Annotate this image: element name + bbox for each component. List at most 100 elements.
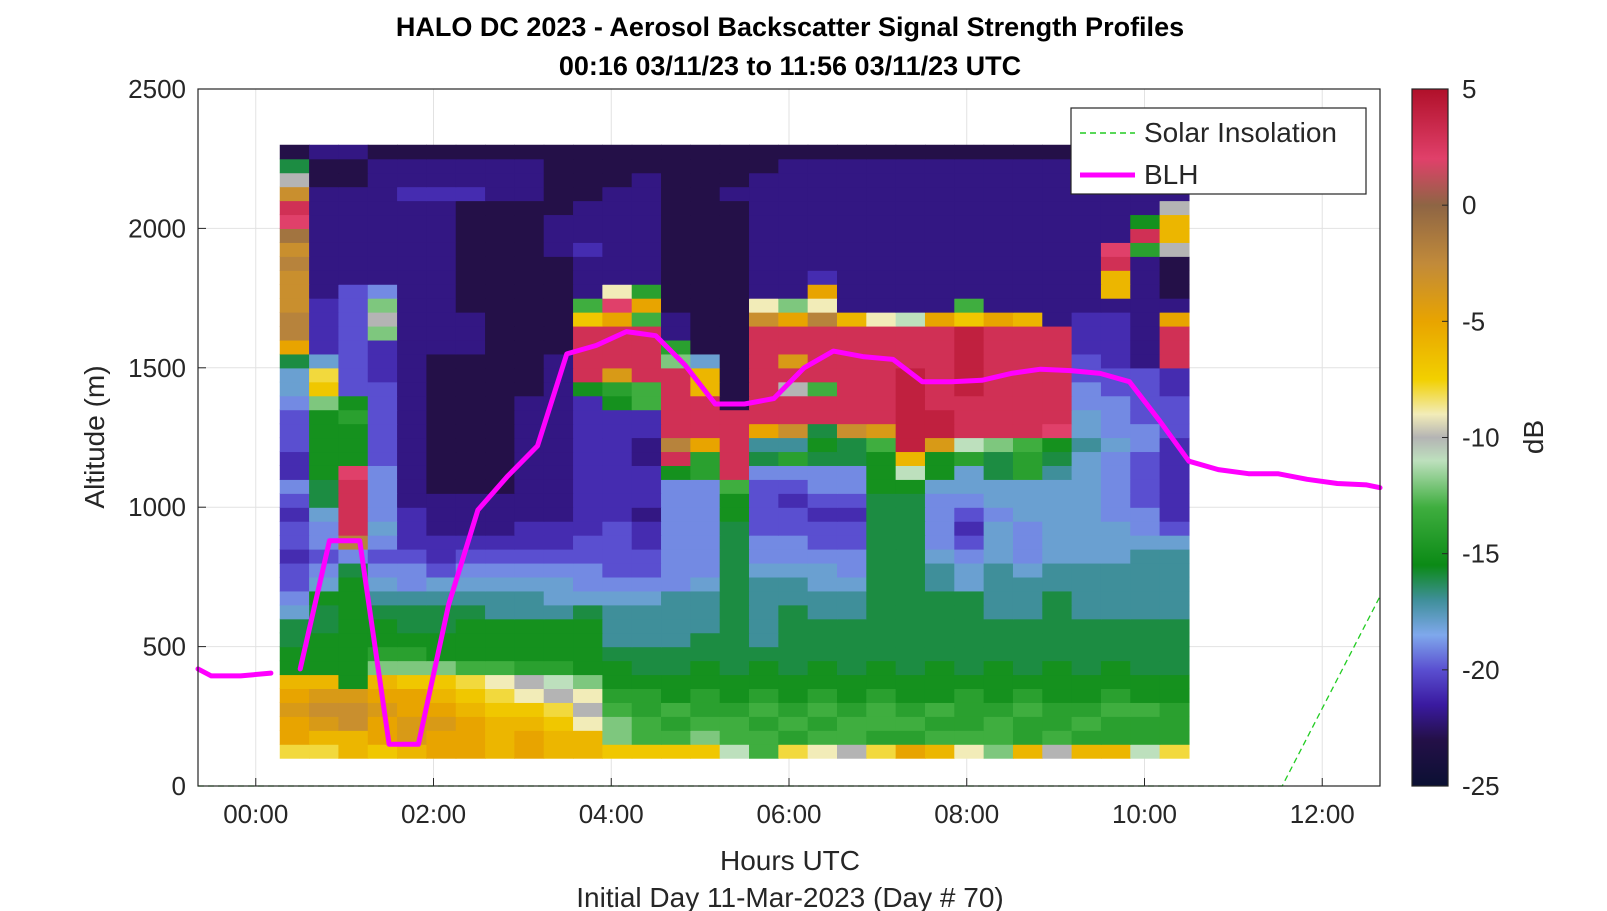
heatmap-cell [455, 409, 486, 425]
heatmap-cell [543, 660, 574, 676]
colorbar-ticks: 5 0 -5 -10 -15 -20 -25 [1442, 74, 1500, 801]
heatmap-cell [749, 423, 779, 439]
heatmap-cell [954, 381, 985, 397]
heatmap-cell [807, 312, 838, 327]
heatmap-cell [426, 158, 457, 174]
heatmap-cell [983, 256, 1014, 271]
heatmap-cell [749, 521, 779, 536]
heatmap-cell [309, 423, 340, 439]
heatmap-cell [573, 144, 603, 160]
heatmap-cell [690, 409, 721, 425]
heatmap-cell [749, 674, 779, 690]
heatmap-cell [1159, 618, 1190, 634]
heatmap-cell [895, 674, 926, 690]
heatmap-cell [983, 507, 1014, 522]
heatmap-cell [954, 493, 985, 508]
heatmap-cell [866, 395, 897, 411]
heatmap-cell [367, 270, 398, 285]
heatmap-cell [895, 702, 926, 717]
heatmap-cell [397, 228, 427, 243]
heatmap-cell [1100, 270, 1131, 285]
heatmap-cell [602, 618, 633, 634]
heatmap-cell [279, 270, 310, 285]
heatmap-cell [924, 688, 955, 703]
heatmap-cell [719, 172, 750, 188]
heatmap-cell [1071, 493, 1102, 508]
heatmap-cell [543, 451, 574, 466]
heatmap-cell [690, 590, 721, 606]
heatmap-cell [279, 256, 310, 271]
heatmap-cell [866, 409, 897, 425]
heatmap-cell [1071, 284, 1102, 299]
heatmap-cell [954, 214, 985, 229]
heatmap-cell [1130, 507, 1161, 522]
heatmap-cell [661, 214, 691, 229]
heatmap-cell [455, 535, 486, 550]
heatmap-cell [954, 660, 985, 676]
heatmap-cell [573, 562, 603, 578]
heatmap-cell [455, 256, 486, 271]
colorbar-tick-label: 0 [1462, 190, 1476, 220]
heatmap-cell [279, 451, 310, 466]
heatmap-cell [895, 172, 926, 188]
heatmap-cell [1071, 562, 1102, 578]
heatmap-cell [1100, 339, 1131, 355]
heatmap-cell [749, 214, 779, 229]
heatmap-cell [367, 144, 398, 160]
heatmap-cell [573, 367, 603, 383]
heatmap-cell [895, 716, 926, 731]
heatmap-cell [1159, 284, 1190, 299]
heatmap-cell [455, 562, 486, 578]
heatmap-cell [954, 507, 985, 522]
heatmap-cell [602, 674, 633, 690]
heatmap-cell [309, 298, 340, 313]
heatmap-cell [397, 688, 427, 703]
heatmap-cell [397, 646, 427, 662]
heatmap-cell [690, 604, 721, 620]
heatmap-cell [279, 660, 310, 676]
heatmap-cell [279, 242, 310, 257]
heatmap-cell [1071, 744, 1102, 759]
heatmap-cell [807, 744, 838, 759]
heatmap-cell [367, 312, 398, 327]
heatmap-cell [1042, 186, 1073, 202]
heatmap-cell [631, 367, 662, 383]
heatmap-cell [1100, 312, 1131, 327]
heatmap-cell [279, 744, 310, 759]
heatmap-cell [778, 618, 809, 634]
heatmap-cell [661, 646, 691, 662]
heatmap-cell [455, 716, 486, 731]
heatmap-cell [573, 716, 603, 731]
heatmap-cell [866, 451, 897, 466]
heatmap-cell [338, 688, 369, 703]
heatmap-cell [749, 549, 779, 564]
heatmap-cell [426, 730, 457, 745]
heatmap-cell [1012, 451, 1043, 466]
heatmap-cell [1042, 716, 1073, 731]
heatmap-cell [1071, 618, 1102, 634]
heatmap-cell [690, 325, 721, 341]
heatmap-cell [485, 646, 515, 662]
heatmap-cell [602, 158, 633, 174]
heatmap-cell [661, 144, 691, 160]
heatmap-cell [279, 339, 310, 355]
heatmap-cell [1100, 284, 1131, 299]
heatmap-cell [338, 200, 369, 216]
heatmap-cell [719, 381, 750, 397]
heatmap-cell [1042, 256, 1073, 271]
heatmap-cell [690, 353, 721, 369]
heatmap-cell [1100, 744, 1131, 759]
heatmap-cell [1159, 465, 1190, 480]
heatmap-cell [661, 409, 691, 425]
heatmap-cell [895, 688, 926, 703]
heatmap-cell [778, 228, 809, 243]
heatmap-cell [719, 437, 750, 453]
heatmap-cell [397, 395, 427, 411]
x-tick-label: 08:00 [934, 799, 999, 829]
heatmap-cell [455, 298, 486, 313]
heatmap-cell [719, 186, 750, 202]
heatmap-cell [836, 409, 867, 425]
heatmap-cell [514, 200, 545, 216]
heatmap-cell [895, 395, 926, 411]
heatmap-cell [807, 507, 838, 522]
